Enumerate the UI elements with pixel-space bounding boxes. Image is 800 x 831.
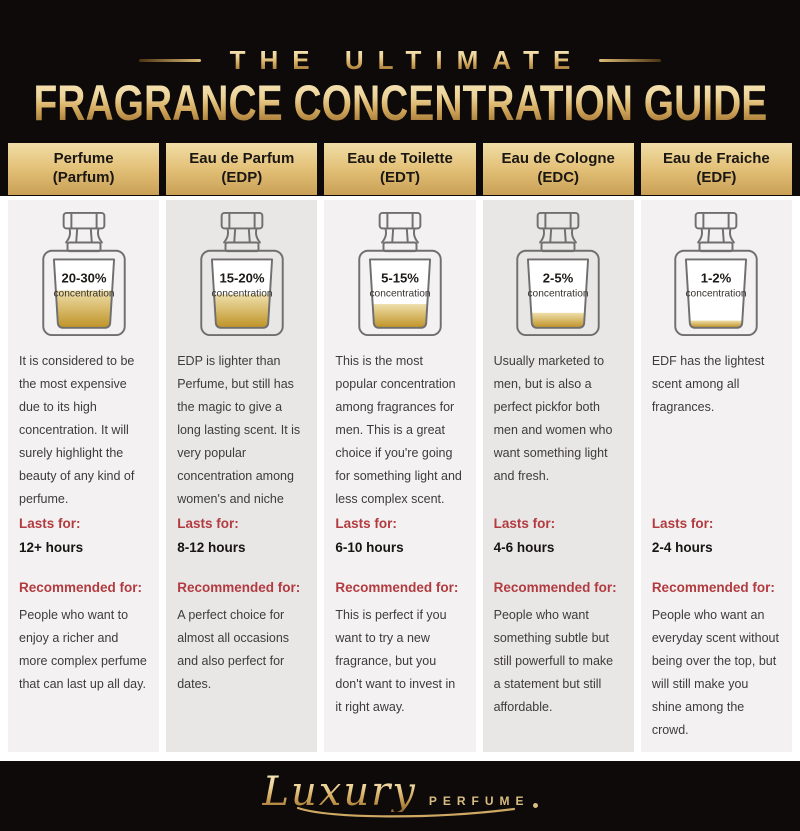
fragrance-abbr: (EDF) — [696, 169, 737, 186]
lasts-for-value: 4-6 hours — [493, 540, 555, 555]
fragrance-column: Eau de Toilette (EDT) 5-1 — [324, 140, 476, 752]
fragrance-abbr: (EDP) — [221, 169, 263, 186]
concentration-value: 5-15% — [381, 271, 419, 286]
lasts-for-label: Lasts for: — [19, 516, 81, 531]
brand-logo: Luxury PERFUME — [262, 772, 538, 820]
liquid-fill — [686, 320, 747, 328]
recommended-for-text: People who want to enjoy a richer and mo… — [19, 608, 147, 691]
fragrance-name: Eau de Fraiche — [663, 150, 770, 168]
fragrance-name: Eau de Cologne — [501, 150, 615, 168]
liquid-fill — [369, 304, 431, 328]
brand-dot — [532, 803, 538, 808]
fragrance-column: Eau de Cologne (EDC) 2-5% — [482, 140, 634, 752]
liquid-fill — [53, 290, 114, 328]
perfume-bottle-icon: 5-15% concentration — [358, 211, 442, 337]
brand-flourish — [297, 806, 516, 818]
column-body: 15-20% concentration EDP is lighter than… — [166, 200, 318, 752]
column-header: Eau de Toilette (EDT) — [324, 143, 476, 195]
lasts-for-label: Lasts for: — [335, 516, 397, 531]
concentration-label: concentration — [369, 288, 430, 299]
concentration-value: 2-5% — [543, 271, 574, 286]
recommended-for-text: People who want an everyday scent withou… — [651, 608, 779, 737]
description-text: It is considered to be the most expensiv… — [19, 354, 135, 506]
lasts-for-value: 2-4 hours — [651, 540, 713, 555]
kicker-text: THE ULTIMATE — [216, 47, 585, 73]
recommended-for-label: Recommended for: — [19, 580, 143, 595]
perfume-bottle-icon: 15-20% concentration — [200, 211, 284, 337]
fragrance-abbr: (EDT) — [380, 169, 420, 186]
fragrance-column: Perfume (Parfum) 20-30% — [8, 140, 160, 752]
fragrance-abbr: (EDC) — [537, 169, 580, 186]
column-header: Eau de Fraiche (EDF) — [640, 143, 793, 195]
concentration-label: concentration — [528, 288, 589, 299]
concentration-value: 1-2% — [701, 271, 732, 286]
column-body: 1-2% concentration EDF has the lightest … — [640, 200, 793, 752]
fragrance-abbr: (Parfum) — [52, 169, 115, 186]
column-header: Eau de Parfum (EDP) — [166, 143, 318, 195]
description-text: Usually marketed to men, but is also a p… — [493, 354, 613, 483]
fragrance-name: Perfume — [53, 150, 114, 168]
column-header: Perfume (Parfum) — [8, 143, 160, 195]
page-title: FRAGRANCE CONCENTRATION GUIDE — [33, 75, 767, 131]
recommended-for-label: Recommended for: — [493, 580, 617, 595]
recommended-for-label: Recommended for: — [335, 580, 459, 595]
recommended-for-text: People who want something subtle but sti… — [493, 608, 614, 714]
column-header: Eau de Cologne (EDC) — [482, 143, 634, 195]
footer-band: Luxury PERFUME — [0, 761, 800, 831]
description-text: This is the most popular concentration a… — [335, 354, 462, 506]
recommended-for-label: Recommended for: — [177, 580, 301, 595]
column-body: 2-5% concentration Usually marketed to m… — [482, 200, 634, 752]
columns-grid: Perfume (Parfum) 20-30% — [0, 140, 800, 761]
perfume-bottle-icon: 1-2% concentration — [674, 211, 759, 337]
concentration-value: 20-30% — [61, 271, 106, 286]
column-body: 20-30% concentration It is considered to… — [8, 200, 160, 752]
lasts-for-value: 6-10 hours — [335, 540, 404, 555]
concentration-label: concentration — [686, 288, 747, 299]
recommended-for-label: Recommended for: — [651, 580, 775, 595]
perfume-bottle-icon: 20-30% concentration — [41, 211, 126, 337]
column-body: 5-15% concentration This is the most pop… — [324, 200, 476, 752]
liquid-fill — [528, 312, 589, 328]
fragrance-name: Eau de Toilette — [347, 150, 453, 168]
lasts-for-value: 8-12 hours — [177, 540, 246, 555]
concentration-value: 15-20% — [219, 271, 264, 286]
fragrance-column: Eau de Parfum (EDP) 15-20 — [166, 140, 318, 752]
fragrance-name: Eau de Parfum — [189, 150, 295, 168]
description-text: EDP is lighter than Perfume, but still h… — [177, 354, 301, 516]
kicker-rule-right — [599, 58, 662, 62]
title-band: THE ULTIMATE FRAGRANCE CONCENTRATION GUI… — [0, 0, 800, 140]
liquid-fill — [211, 294, 272, 328]
fragrance-column: Eau de Fraiche (EDF) 1-2% — [640, 140, 793, 752]
kicker-rule-left — [138, 58, 201, 62]
recommended-for-text: This is perfect if you want to try a new… — [335, 608, 456, 714]
recommended-for-text: A perfect choice for almost all occasion… — [177, 608, 290, 691]
perfume-bottle-icon: 2-5% concentration — [516, 211, 600, 337]
description-text: EDF has the lightest scent among all fra… — [651, 354, 765, 414]
kicker-row: THE ULTIMATE — [138, 47, 662, 73]
lasts-for-label: Lasts for: — [651, 516, 714, 531]
lasts-for-label: Lasts for: — [177, 516, 239, 531]
concentration-label: concentration — [53, 288, 114, 299]
lasts-for-label: Lasts for: — [493, 516, 556, 531]
lasts-for-value: 12+ hours — [19, 540, 84, 555]
concentration-label: concentration — [211, 288, 272, 299]
